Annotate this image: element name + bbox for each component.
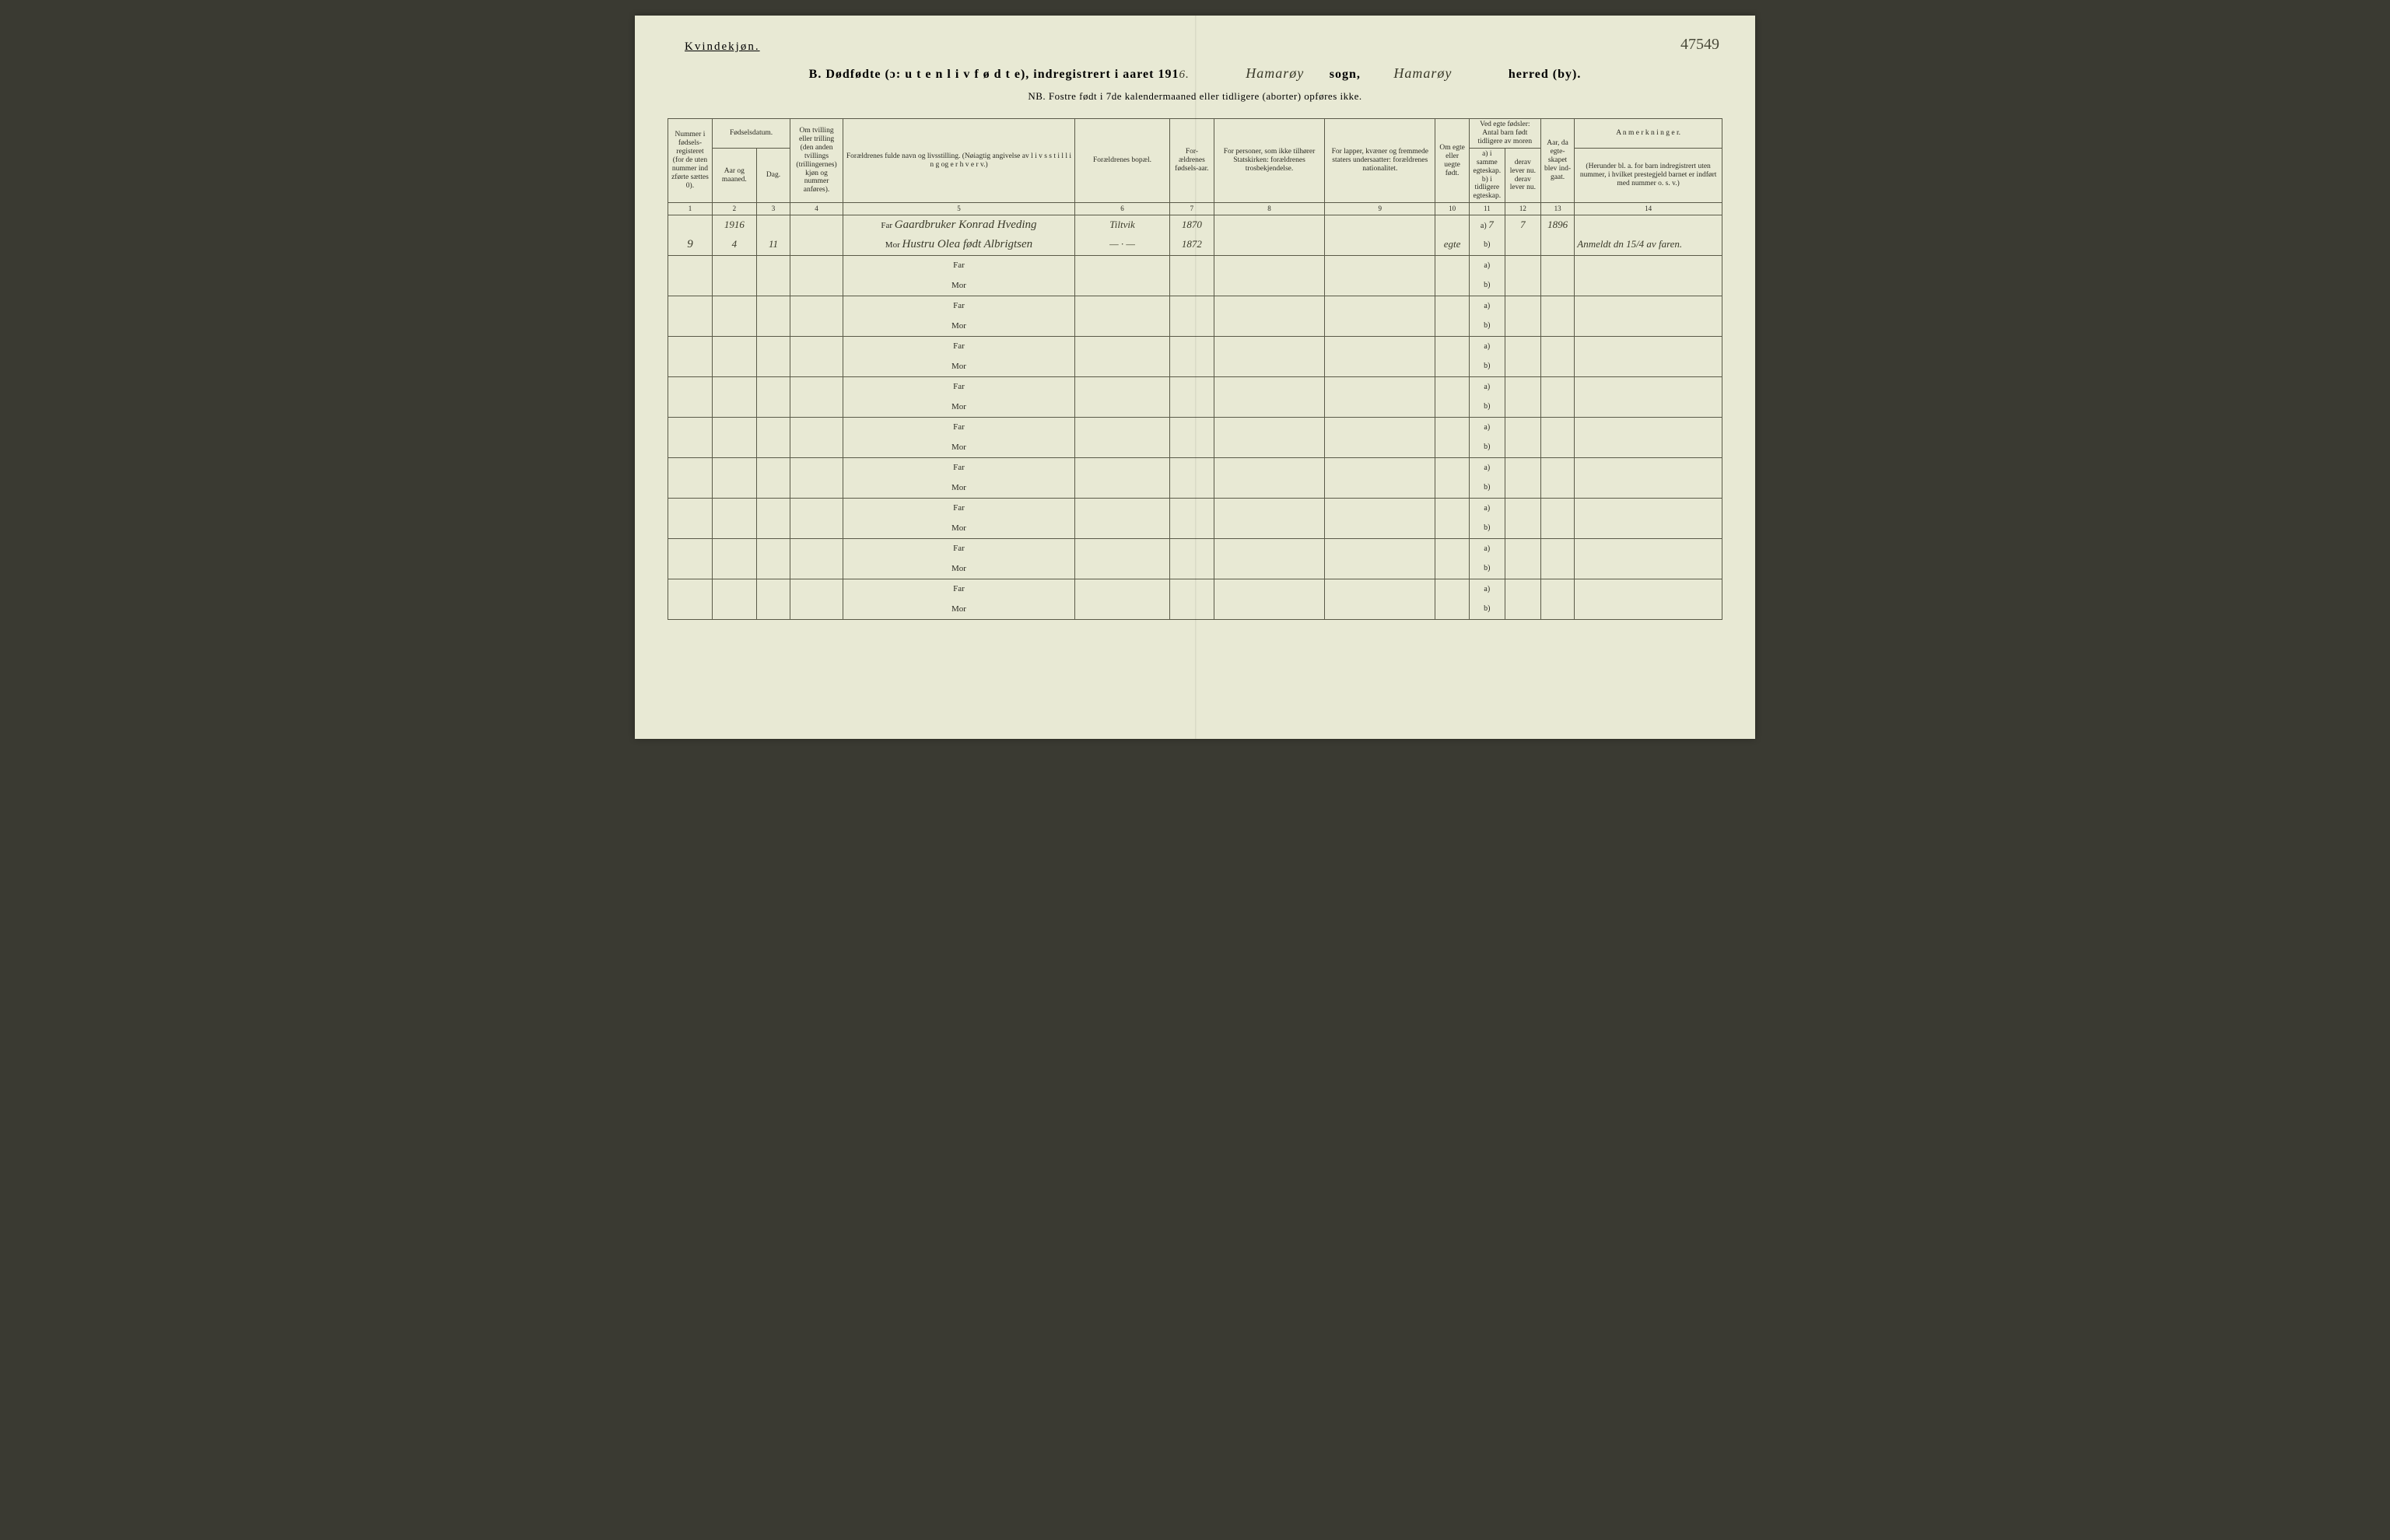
label-mor: Mor bbox=[951, 523, 966, 533]
cell-number: 9 bbox=[668, 235, 713, 255]
year-suffix: 6. bbox=[1179, 68, 1189, 81]
colnum-1: 1 bbox=[668, 203, 713, 215]
label-mor: Mor bbox=[951, 604, 966, 614]
cell-remark: Anmeldt dn 15/4 av faren. bbox=[1575, 235, 1722, 255]
col-1-header: Nummer i fødsels-registeret (for de uten… bbox=[668, 119, 713, 203]
colnum-13: 13 bbox=[1540, 203, 1574, 215]
col-11-header: a) i samme egteskap. b) i tidligere egte… bbox=[1469, 148, 1505, 203]
colnum-4: 4 bbox=[790, 203, 843, 215]
herred-field: Hamarøy bbox=[1376, 65, 1470, 82]
cell-twin bbox=[790, 235, 843, 255]
cell-year-top: 1916 bbox=[712, 215, 756, 235]
label-mor: Mor bbox=[951, 402, 966, 411]
label-mor: Mor bbox=[951, 321, 966, 331]
cell-day-top bbox=[756, 215, 790, 235]
label-far: Far bbox=[953, 544, 965, 553]
colnum-2: 2 bbox=[712, 203, 756, 215]
cell-b-lever bbox=[1505, 235, 1540, 255]
col-8-header: For personer, som ikke tilhører Statskir… bbox=[1214, 119, 1324, 203]
cell-twin-top bbox=[790, 215, 843, 235]
colnum-14: 14 bbox=[1575, 203, 1722, 215]
colnum-3: 3 bbox=[756, 203, 790, 215]
cell-mor: Mor Hustru Olea født Albrigtsen bbox=[843, 235, 1074, 255]
col-3-header: Dag. bbox=[756, 148, 790, 203]
colnum-6: 6 bbox=[1075, 203, 1170, 215]
col-12-header: derav lever nu. derav lever nu. bbox=[1505, 148, 1540, 203]
label-far: Far bbox=[953, 261, 965, 270]
cell-year-married-b bbox=[1540, 235, 1574, 255]
col-5-header: Forældrenes fulde navn og livsstilling. … bbox=[843, 119, 1074, 203]
cell-year-married: 1896 bbox=[1540, 215, 1574, 235]
cell-number-top bbox=[668, 215, 713, 235]
far-name: Gaardbruker Konrad Hveding bbox=[895, 219, 1037, 231]
col-2-header: Aar og maaned. bbox=[712, 148, 756, 203]
col-7-header: For-ældrenes fødsels-aar. bbox=[1169, 119, 1214, 203]
label-mor: Mor bbox=[951, 281, 966, 290]
cell-a: a) bbox=[1469, 255, 1505, 275]
label-mor: Mor bbox=[885, 240, 900, 250]
colnum-11: 11 bbox=[1469, 203, 1505, 215]
cell-nationality-b bbox=[1325, 235, 1435, 255]
label-far: Far bbox=[881, 221, 892, 230]
col-11-12-top: Ved egte fødsler: Antal barn født tidlig… bbox=[1469, 119, 1540, 149]
label-mor: Mor bbox=[951, 362, 966, 371]
label-far: Far bbox=[953, 503, 965, 513]
label-a: a) bbox=[1481, 222, 1487, 230]
colnum-7: 7 bbox=[1169, 203, 1214, 215]
label-mor: Mor bbox=[951, 564, 966, 573]
cell-nationality bbox=[1325, 215, 1435, 235]
col-13-header: Aar, da egte-skapet blev ind-gaat. bbox=[1540, 119, 1574, 203]
col-9-header: For lapper, kvæner og fremmede staters u… bbox=[1325, 119, 1435, 203]
colnum-9: 9 bbox=[1325, 203, 1435, 215]
label-mor: Mor bbox=[951, 443, 966, 452]
col-2-3-top: Fødselsdatum. bbox=[712, 119, 790, 149]
page-number: 47549 bbox=[1680, 36, 1719, 54]
label-far: Far bbox=[953, 422, 965, 432]
cell-religion bbox=[1214, 215, 1324, 235]
cell-year-month: 4 bbox=[712, 235, 756, 255]
cell-day: 11 bbox=[756, 235, 790, 255]
register-page: Kvindekjøn. 47549 B. Dødfødte (ɔ: u t e … bbox=[635, 16, 1755, 739]
label-sogn: sogn, bbox=[1330, 68, 1361, 81]
col-4-header: Om tvilling eller trilling (den anden tv… bbox=[790, 119, 843, 203]
cell-egte: egte bbox=[1435, 235, 1469, 255]
colnum-5: 5 bbox=[843, 203, 1074, 215]
cell-a: a) 7 bbox=[1469, 215, 1505, 235]
cell-a-lever: 7 bbox=[1505, 215, 1540, 235]
label-far: Far bbox=[953, 463, 965, 472]
cell-bopel-far: Tiltvik bbox=[1075, 215, 1170, 235]
cell-religion-b bbox=[1214, 235, 1324, 255]
label-far: Far bbox=[953, 584, 965, 593]
label-mor: Mor bbox=[951, 483, 966, 492]
cell-far: Far bbox=[843, 255, 1074, 275]
col-14-header: (Herunder bl. a. for barn indregistrert … bbox=[1575, 148, 1722, 203]
cell-mor: Mor bbox=[843, 275, 1074, 296]
col-6-header: Forældrenes bopæl. bbox=[1075, 119, 1170, 203]
page-spine bbox=[1195, 16, 1197, 739]
col-14-top: A n m e r k n i n g e r. bbox=[1575, 119, 1722, 149]
title-prefix: B. Dødfødte (ɔ: u t e n l i v f ø d t e)… bbox=[809, 68, 1179, 81]
label-far: Far bbox=[953, 382, 965, 391]
mor-name: Hustru Olea født Albrigtsen bbox=[902, 238, 1033, 250]
col-10-header: Om egte eller uegte født. bbox=[1435, 119, 1469, 203]
colnum-10: 10 bbox=[1435, 203, 1469, 215]
label-far: Far bbox=[953, 341, 965, 351]
cell-mor-birthyear: 1872 bbox=[1169, 235, 1214, 255]
label-far: Far bbox=[953, 301, 965, 310]
cell-b: b) bbox=[1469, 235, 1505, 255]
label-herred: herred (by). bbox=[1509, 68, 1581, 81]
cell-b: b) bbox=[1469, 275, 1505, 296]
cell-egte-top bbox=[1435, 215, 1469, 235]
a-same: 7 bbox=[1488, 219, 1494, 230]
colnum-8: 8 bbox=[1214, 203, 1324, 215]
sogn-field: Hamarøy bbox=[1228, 65, 1322, 82]
gender-label: Kvindekjøn. bbox=[685, 40, 760, 54]
cell-bopel-mor: — · — bbox=[1075, 235, 1170, 255]
colnum-12: 12 bbox=[1505, 203, 1540, 215]
cell-far-birthyear: 1870 bbox=[1169, 215, 1214, 235]
cell-far: Far Gaardbruker Konrad Hveding bbox=[843, 215, 1074, 235]
cell-remark-top bbox=[1575, 215, 1722, 235]
